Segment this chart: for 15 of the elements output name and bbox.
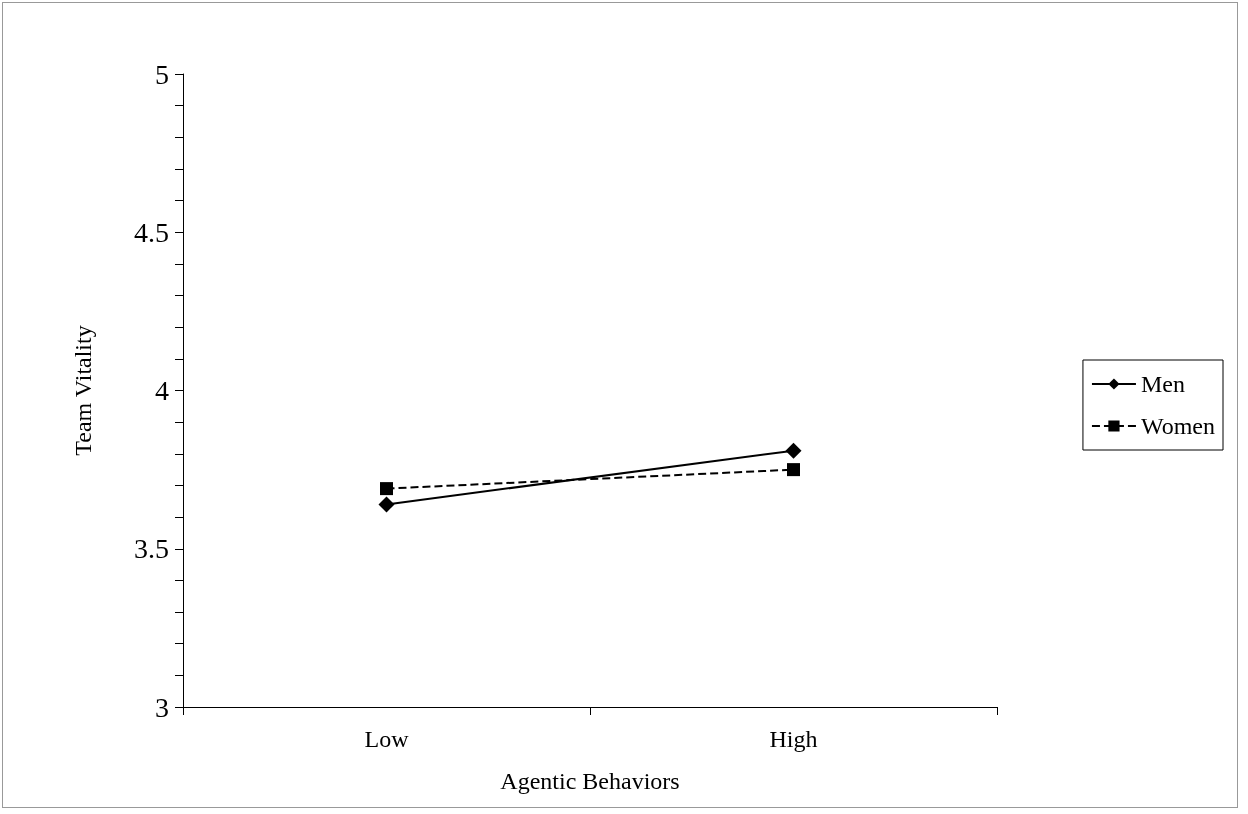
y-tick-label: 3.5: [134, 533, 169, 565]
y-tick-label: 4: [155, 375, 169, 406]
legend-label: Men: [1140, 371, 1185, 397]
y-tick-label: 5: [155, 58, 169, 90]
point: [787, 463, 800, 477]
x-tick-label: Low: [364, 726, 410, 752]
x-tick-label: High: [769, 726, 818, 752]
y-axis-title: Team Vitality: [70, 325, 96, 456]
point: [378, 496, 395, 513]
y-tick-label: 3: [155, 691, 169, 723]
y-tick-label: 4.5: [134, 216, 169, 248]
point: [380, 482, 393, 496]
legend-label: Women: [1140, 413, 1216, 439]
x-axis-title: Agentic Behaviors: [500, 768, 680, 794]
point: [785, 442, 802, 459]
